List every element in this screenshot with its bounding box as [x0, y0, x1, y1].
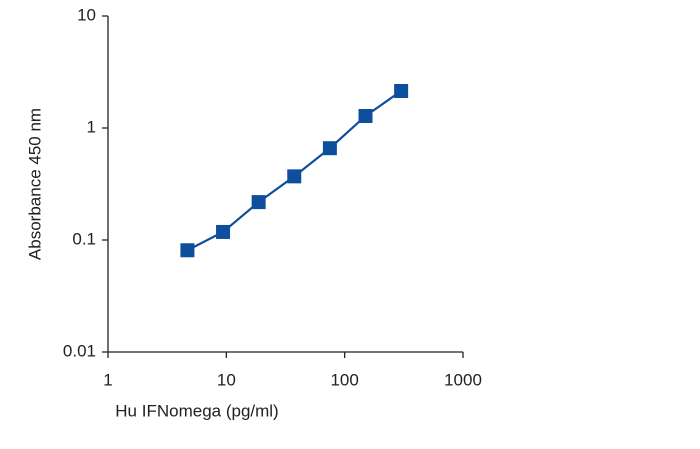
marker — [394, 83, 409, 98]
y-axis-label: Absorbance 450 nm — [25, 108, 44, 260]
x-axis-label: Hu IFNomega (pg/ml) — [115, 401, 278, 420]
x-tick-label: 100 — [330, 370, 358, 389]
y-tick-label: 0.01 — [63, 341, 96, 360]
y-tick-label: 10 — [77, 5, 96, 24]
marker — [322, 141, 337, 156]
marker — [180, 243, 195, 258]
x-tick-label: 1 — [103, 370, 112, 389]
y-tick-label: 1 — [87, 117, 96, 136]
marker — [216, 224, 231, 239]
y-tick-label: 0.1 — [72, 229, 96, 248]
x-tick-label: 10 — [217, 370, 236, 389]
x-tick-label: 1000 — [444, 370, 482, 389]
marker — [287, 169, 302, 184]
marker — [251, 195, 266, 210]
marker — [358, 108, 373, 123]
